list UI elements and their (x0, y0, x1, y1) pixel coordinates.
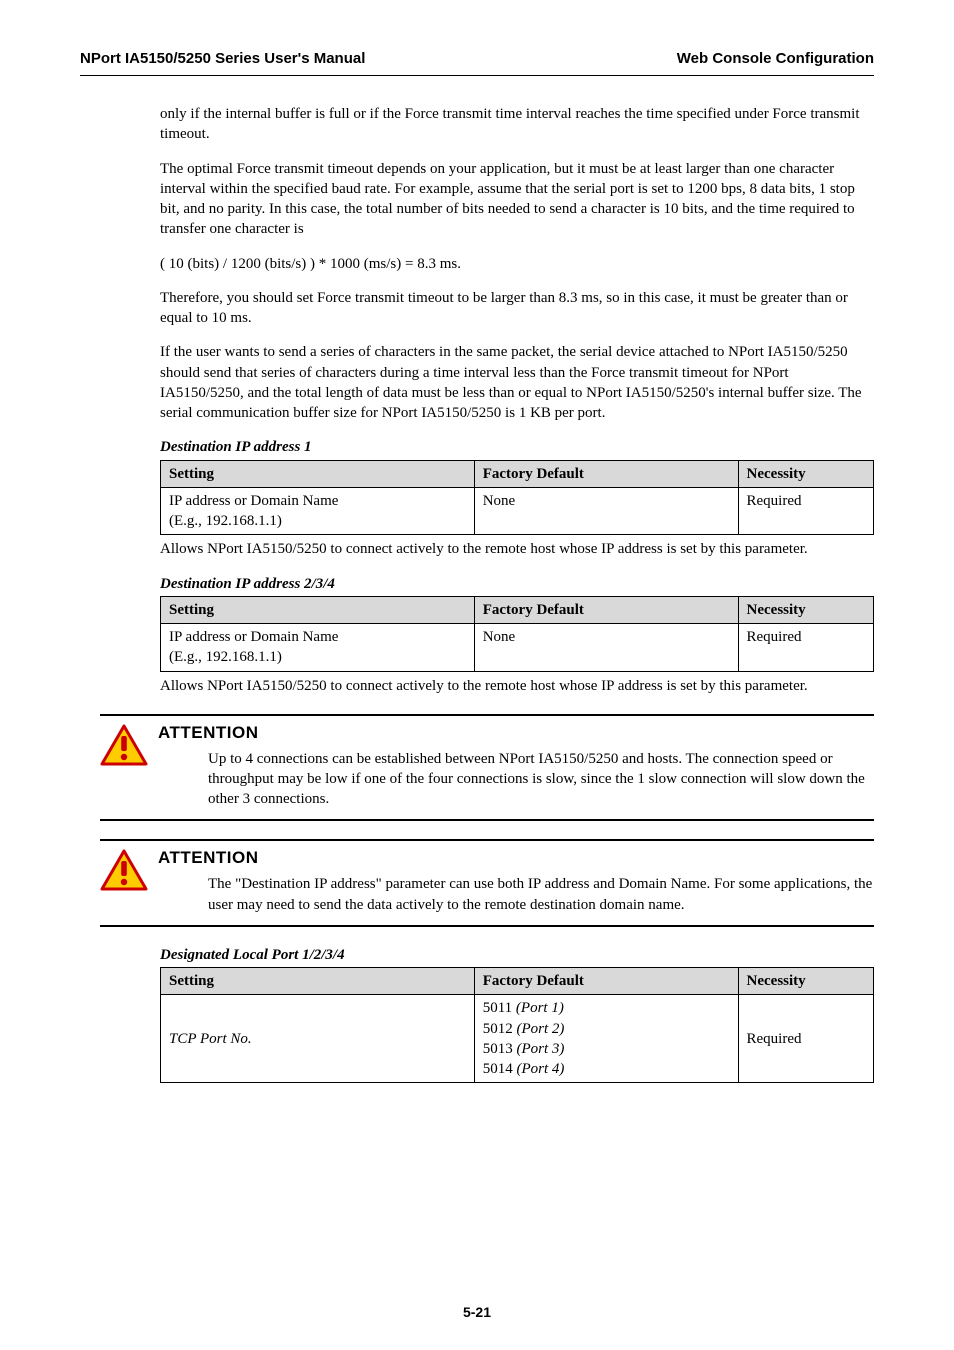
cell-necessity: Required (738, 487, 873, 535)
body-content: only if the internal buffer is full or i… (160, 104, 874, 1083)
th-factory-default: Factory Default (474, 968, 738, 995)
attention-block-1: ATTENTION Up to 4 connections can be est… (100, 714, 874, 822)
cell-line: IP address or Domain Name (169, 627, 466, 647)
th-setting: Setting (161, 968, 475, 995)
port-label: (Port 2) (516, 1021, 564, 1037)
header-right-title: Web Console Configuration (677, 50, 874, 67)
paragraph-1: only if the internal buffer is full or i… (160, 104, 874, 145)
subhead-dest-ip-1: Destination IP address 1 (160, 437, 874, 457)
cell-line: IP address or Domain Name (169, 491, 466, 511)
cell-necessity: Required (738, 995, 873, 1083)
table-row: Setting Factory Default Necessity (161, 460, 874, 487)
th-setting: Setting (161, 596, 475, 623)
port-label: (Port 3) (516, 1041, 564, 1057)
th-setting: Setting (161, 460, 475, 487)
attention-body-2: The "Destination IP address" parameter c… (208, 874, 874, 915)
table-row: TCP Port No. 5011 (Port 1) 5012 (Port 2)… (161, 995, 874, 1083)
after-table-dest-ip-234: Allows NPort IA5150/5250 to connect acti… (160, 676, 874, 696)
th-necessity: Necessity (738, 968, 873, 995)
warning-icon (100, 724, 148, 774)
port-num: 5011 (483, 1000, 516, 1016)
header-rule (80, 75, 874, 76)
port-num: 5014 (483, 1061, 517, 1077)
th-factory-default: Factory Default (474, 596, 738, 623)
cell-line: (E.g., 192.168.1.1) (169, 511, 466, 531)
attention-text: ATTENTION The "Destination IP address" p… (158, 847, 874, 914)
attention-body-1: Up to 4 connections can be established b… (208, 749, 874, 810)
attention-block-2: ATTENTION The "Destination IP address" p… (100, 839, 874, 926)
cell-setting: IP address or Domain Name (E.g., 192.168… (161, 487, 475, 535)
table-row: Setting Factory Default Necessity (161, 968, 874, 995)
attention-title: ATTENTION (158, 847, 874, 870)
cell-line: 5011 (Port 1) (483, 998, 730, 1018)
table-dest-ip-234: Setting Factory Default Necessity IP add… (160, 596, 874, 672)
th-necessity: Necessity (738, 460, 873, 487)
port-num: 5013 (483, 1041, 517, 1057)
paragraph-4: Therefore, you should set Force transmit… (160, 288, 874, 329)
cell-line: 5014 (Port 4) (483, 1059, 730, 1079)
cell-line: 5012 (Port 2) (483, 1019, 730, 1039)
cell-line: 5013 (Port 3) (483, 1039, 730, 1059)
page-header: NPort IA5150/5250 Series User's Manual W… (80, 50, 874, 67)
paragraph-5: If the user wants to send a series of ch… (160, 342, 874, 423)
after-table-dest-ip-1: Allows NPort IA5150/5250 to connect acti… (160, 539, 874, 559)
port-num: 5012 (483, 1021, 517, 1037)
table-local-port: Setting Factory Default Necessity TCP Po… (160, 967, 874, 1083)
cell-necessity: Required (738, 624, 873, 672)
table-row: IP address or Domain Name (E.g., 192.168… (161, 487, 874, 535)
cell-factory-default: None (474, 487, 738, 535)
table-row: Setting Factory Default Necessity (161, 596, 874, 623)
th-factory-default: Factory Default (474, 460, 738, 487)
page-number: 5-21 (0, 1304, 954, 1320)
cell-setting: IP address or Domain Name (E.g., 192.168… (161, 624, 475, 672)
page: NPort IA5150/5250 Series User's Manual W… (0, 0, 954, 1350)
header-left-title: NPort IA5150/5250 Series User's Manual (80, 50, 365, 67)
cell-line: (E.g., 192.168.1.1) (169, 647, 466, 667)
th-necessity: Necessity (738, 596, 873, 623)
port-label: (Port 1) (516, 1000, 564, 1016)
cell-setting: TCP Port No. (161, 995, 475, 1083)
subhead-dest-ip-234: Destination IP address 2/3/4 (160, 574, 874, 594)
cell-factory-default: None (474, 624, 738, 672)
paragraph-3: ( 10 (bits) / 1200 (bits/s) ) * 1000 (ms… (160, 254, 874, 274)
warning-icon (100, 849, 148, 899)
subhead-local-port: Designated Local Port 1/2/3/4 (160, 945, 874, 965)
paragraph-2: The optimal Force transmit timeout depen… (160, 159, 874, 240)
table-row: IP address or Domain Name (E.g., 192.168… (161, 624, 874, 672)
attention-text: ATTENTION Up to 4 connections can be est… (158, 722, 874, 810)
table-dest-ip-1: Setting Factory Default Necessity IP add… (160, 460, 874, 536)
port-label: (Port 4) (516, 1061, 564, 1077)
cell-factory-default: 5011 (Port 1) 5012 (Port 2) 5013 (Port 3… (474, 995, 738, 1083)
attention-title: ATTENTION (158, 722, 874, 745)
